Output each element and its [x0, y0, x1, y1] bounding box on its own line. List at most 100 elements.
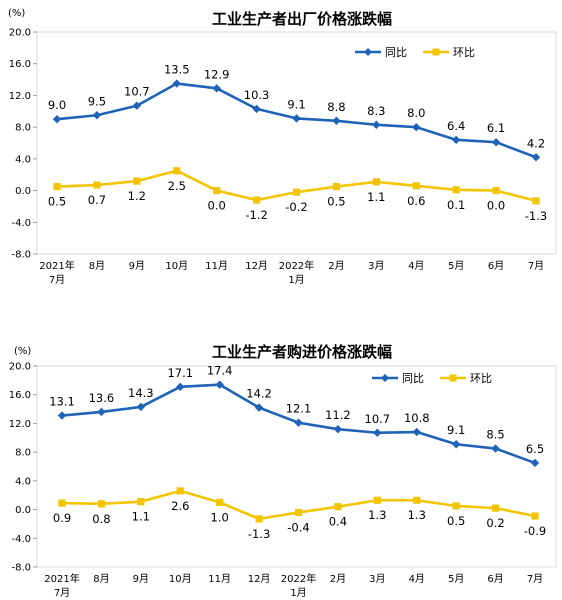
legend-marker-diamond	[381, 374, 389, 382]
data-point-yoy	[252, 104, 261, 114]
data-point-mom	[334, 503, 342, 511]
data-point-mom	[58, 499, 66, 507]
y-tick-label: 20.0	[9, 362, 31, 373]
data-label: 2.6	[171, 499, 189, 513]
data-point-yoy	[294, 418, 303, 427]
y-tick-label: 0.0	[15, 186, 31, 197]
x-tick-label: 6月	[488, 260, 504, 272]
data-label: 1.1	[367, 190, 385, 204]
x-tick-label: 3月	[369, 573, 385, 585]
x-tick-label-line2: 7月	[49, 274, 65, 286]
data-label: 0.8	[92, 512, 110, 526]
data-point-mom	[93, 181, 101, 189]
legend-marker-square	[432, 48, 440, 56]
data-point-mom	[173, 167, 181, 175]
data-point-mom	[133, 177, 141, 185]
data-point-yoy	[332, 116, 341, 125]
data-point-yoy	[92, 111, 102, 120]
x-tick-label: 5月	[448, 573, 464, 585]
data-label: 9.5	[88, 94, 106, 108]
data-label: 8.3	[367, 104, 385, 118]
y-unit-label: (%)	[8, 8, 25, 19]
y-tick-label: 12.0	[9, 419, 31, 430]
data-label: 9.1	[447, 423, 465, 437]
data-point-yoy	[491, 444, 500, 453]
y-tick-label: 0.0	[15, 505, 31, 516]
y-tick-label: -4.0	[11, 218, 31, 229]
x-tick-label: 6月	[487, 573, 503, 585]
data-point-yoy	[491, 138, 501, 147]
data-label: 6.4	[447, 119, 465, 133]
data-point-yoy	[132, 101, 142, 110]
data-label: 17.1	[167, 366, 193, 380]
data-point-yoy	[176, 382, 185, 392]
data-point-yoy	[52, 115, 62, 124]
data-point-mom	[294, 508, 303, 517]
data-label: 0.4	[329, 515, 347, 529]
x-tick-label-line2: 1月	[288, 274, 304, 286]
x-tick-label-line2: 7月	[54, 587, 70, 599]
data-label: 1.3	[408, 508, 426, 522]
data-point-yoy	[136, 402, 146, 412]
data-label: -1.2	[245, 208, 267, 222]
data-label: -1.3	[525, 209, 547, 223]
x-tick-label: 2022年	[279, 259, 314, 272]
data-label: 0.5	[48, 195, 66, 209]
y-unit-label: (%)	[14, 346, 31, 357]
x-tick-label: 2月	[330, 573, 346, 585]
data-point-yoy	[215, 380, 224, 389]
data-label: 10.7	[124, 85, 150, 99]
data-label: 9.1	[287, 97, 305, 111]
legend-label: 同比	[385, 46, 407, 59]
data-point-yoy	[97, 407, 106, 417]
plot-frame	[36, 31, 557, 255]
data-point-yoy	[412, 427, 421, 437]
data-label: 10.7	[365, 412, 391, 426]
data-label: 1.3	[368, 508, 386, 522]
data-label: 0.0	[487, 199, 505, 213]
data-point-mom	[332, 183, 341, 191]
legend-marker-square	[449, 374, 457, 382]
data-label: 4.2	[527, 136, 545, 150]
data-label: 0.9	[53, 511, 71, 525]
y-tick-label: 8.0	[15, 123, 31, 134]
x-tick-label: 7月	[528, 260, 544, 272]
data-label: 9.0	[48, 98, 66, 112]
x-tick-label: 3月	[368, 260, 384, 272]
y-tick-label: 4.0	[15, 476, 31, 487]
x-tick-label: 12月	[245, 260, 268, 272]
x-tick-label: 11月	[205, 260, 228, 272]
data-point-mom	[531, 512, 539, 520]
data-label: 0.1	[447, 198, 465, 212]
data-point-mom	[373, 496, 381, 504]
chart-2: 工业生产者购进价格涨跌幅 (%) -8.0 -4.0 0.0 4.0 8.0 12.0 16.0…	[9, 343, 557, 599]
y-tick-label: 12.0	[9, 91, 31, 102]
x-tick-label: 8月	[89, 260, 105, 272]
data-label: 8.5	[486, 428, 504, 442]
legend-label: 环比	[453, 46, 475, 59]
chart-title: 工业生产者购进价格涨跌幅	[212, 343, 392, 361]
data-point-yoy	[254, 403, 264, 412]
data-label: 11.2	[325, 408, 351, 422]
data-point-mom	[412, 182, 420, 190]
y-tick-label: 20.0	[9, 28, 31, 39]
data-point-yoy	[451, 440, 461, 449]
data-point-yoy	[212, 84, 221, 93]
legend: 同比 环比	[372, 372, 492, 385]
data-label: 6.1	[487, 121, 505, 135]
data-point-mom	[252, 196, 261, 204]
data-point-mom	[97, 500, 106, 508]
chart-title: 工业生产者出厂价格涨跌幅	[212, 10, 392, 28]
data-point-yoy	[57, 411, 67, 420]
data-point-yoy	[373, 428, 382, 437]
y-tick-label: 8.0	[15, 448, 31, 459]
data-label: 0.0	[208, 199, 226, 213]
data-label: 0.5	[447, 514, 465, 528]
data-label: 0.5	[327, 195, 345, 209]
data-point-mom	[452, 186, 460, 194]
data-label: 6.5	[526, 442, 544, 456]
data-point-mom	[255, 515, 263, 523]
data-point-mom	[137, 498, 145, 506]
data-label: 8.0	[407, 106, 425, 120]
data-label: 1.2	[128, 189, 146, 203]
